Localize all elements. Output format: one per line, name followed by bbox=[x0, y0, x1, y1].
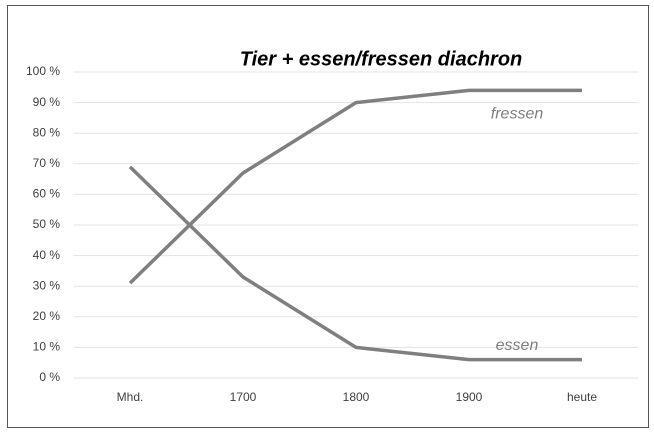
series-label: essen bbox=[496, 337, 539, 354]
y-tick-label: 80 % bbox=[33, 125, 61, 139]
x-tick-label: 1700 bbox=[230, 390, 257, 404]
y-tick-label: 20 % bbox=[33, 309, 61, 323]
y-tick-label: 10 % bbox=[33, 340, 61, 354]
y-tick-label: 90 % bbox=[33, 95, 61, 109]
y-tick-label: 100 % bbox=[26, 64, 60, 78]
x-tick-label: heute bbox=[567, 390, 597, 404]
line-series bbox=[128, 165, 582, 362]
line-series bbox=[128, 88, 582, 285]
chart-title: Tier + essen/fressen diachron bbox=[240, 48, 523, 70]
chart-frame bbox=[7, 5, 649, 428]
series-label: fressen bbox=[491, 106, 544, 123]
y-tick-label: 60 % bbox=[33, 187, 61, 201]
x-tick-label: Mhd. bbox=[117, 390, 144, 404]
y-tick-label: 40 % bbox=[33, 248, 61, 262]
y-tick-label: 70 % bbox=[33, 156, 61, 170]
y-tick-label: 30 % bbox=[33, 278, 61, 292]
x-tick-label: 1900 bbox=[456, 390, 483, 404]
x-tick-label: 1800 bbox=[343, 390, 370, 404]
y-tick-label: 50 % bbox=[33, 217, 61, 231]
y-tick-label: 0 % bbox=[39, 370, 60, 384]
